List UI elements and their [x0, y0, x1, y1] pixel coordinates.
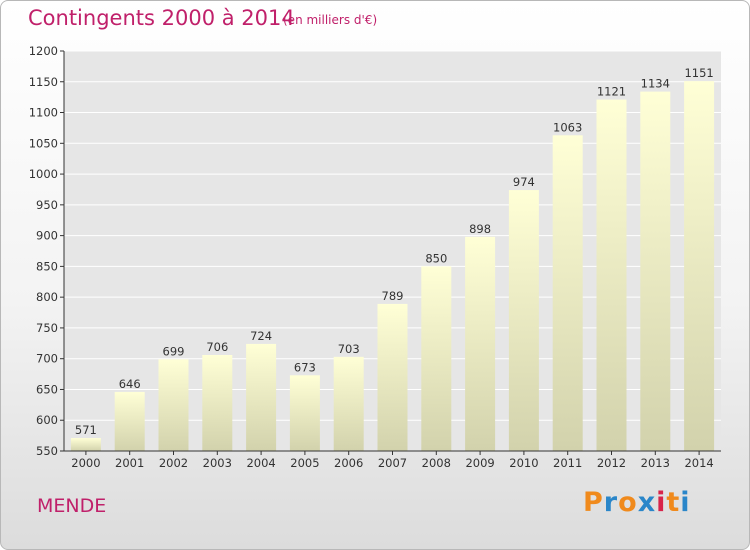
bar [508, 190, 539, 452]
logo-letter: i [656, 487, 667, 518]
y-tick-label: 750 [36, 321, 58, 335]
bar [202, 355, 233, 451]
y-tick-label: 800 [36, 290, 58, 304]
bar [684, 81, 715, 452]
logo-letter: r [603, 487, 619, 518]
data-label: 974 [513, 175, 535, 189]
y-tick-label: 1150 [29, 75, 58, 89]
data-label: 1121 [597, 85, 626, 99]
data-label: 1063 [553, 120, 582, 134]
bar [552, 135, 583, 452]
data-label: 850 [425, 251, 447, 265]
x-tick-label: 2014 [684, 456, 713, 470]
x-tick-label: 2011 [553, 456, 582, 470]
x-tick-label: 2002 [159, 456, 188, 470]
y-tick-label: 1000 [29, 167, 58, 181]
data-label: 646 [119, 377, 141, 391]
bar [640, 91, 671, 451]
x-tick-label: 2013 [641, 456, 670, 470]
bar [377, 303, 408, 451]
proxiti-logo: Proxiti [583, 487, 691, 518]
x-tick-label: 2007 [378, 456, 407, 470]
data-label: 703 [338, 342, 360, 356]
data-label: 699 [163, 344, 185, 358]
data-label: 673 [294, 360, 316, 374]
bar [114, 391, 145, 451]
bar [333, 356, 364, 451]
logo-letter: x [637, 487, 657, 518]
city-name: MENDE [37, 495, 107, 517]
y-tick-label: 950 [36, 198, 58, 212]
chart-subtitle: (en milliers d'€) [283, 13, 378, 27]
x-tick-label: 2004 [246, 456, 275, 470]
bar [70, 438, 101, 451]
y-tick-label: 650 [36, 382, 58, 396]
y-tick-label: 1050 [29, 136, 58, 150]
y-tick-label: 850 [36, 259, 58, 273]
bar [421, 266, 452, 451]
bar [596, 99, 627, 451]
y-tick-label: 550 [36, 444, 58, 458]
y-tick-label: 600 [36, 413, 58, 427]
y-tick-label: 1200 [29, 44, 58, 58]
bar [246, 343, 277, 451]
logo-letter: P [583, 487, 604, 518]
x-tick-label: 2006 [334, 456, 363, 470]
chart-title: Contingents 2000 à 2014 [28, 6, 295, 30]
y-tick-label: 700 [36, 352, 58, 366]
y-tick-label: 1100 [29, 106, 58, 120]
data-label: 571 [75, 423, 97, 437]
x-tick-label: 2000 [71, 456, 100, 470]
x-tick-label: 2010 [509, 456, 538, 470]
x-tick-label: 2009 [465, 456, 494, 470]
x-tick-label: 2001 [115, 456, 144, 470]
bar [158, 359, 189, 451]
logo-letter: i [680, 487, 691, 518]
bar [465, 236, 496, 451]
logo-letter: o [618, 487, 638, 518]
data-label: 789 [382, 289, 404, 303]
x-tick-label: 2012 [597, 456, 626, 470]
bar [289, 375, 320, 451]
logo-letter: t [666, 487, 681, 518]
x-tick-label: 2005 [290, 456, 319, 470]
data-label: 1151 [684, 66, 713, 80]
data-label: 724 [250, 329, 272, 343]
x-tick-label: 2008 [422, 456, 451, 470]
x-tick-label: 2003 [203, 456, 232, 470]
data-label: 898 [469, 222, 491, 236]
y-tick-label: 900 [36, 229, 58, 243]
data-label: 706 [206, 340, 228, 354]
data-label: 1134 [641, 77, 670, 91]
